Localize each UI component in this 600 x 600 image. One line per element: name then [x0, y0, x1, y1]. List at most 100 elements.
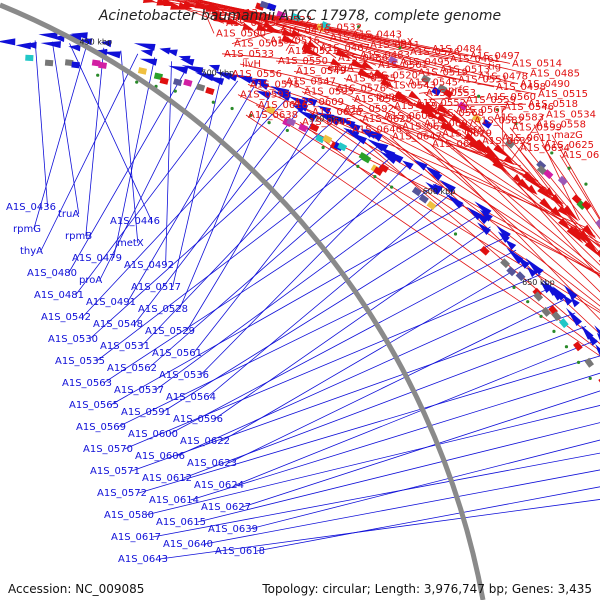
forward-gene-label: A1S_0516 [270, 36, 320, 47]
feature-block [571, 194, 582, 205]
reverse-connector [69, 43, 152, 222]
feature-block [315, 134, 325, 144]
gene-arrow [243, 14, 265, 26]
reverse-connector [152, 452, 600, 538]
gc-mark [357, 25, 361, 29]
feature-block [373, 166, 384, 176]
gene-arrow [255, 90, 272, 100]
forward-gene-label: A1S_0498 [496, 82, 546, 93]
forward-gene-label: A1S_0634 [520, 143, 570, 154]
feature-block [581, 200, 592, 211]
feature-tracks [0, 0, 600, 387]
reverse-connector [186, 113, 318, 332]
gene-arrow [479, 209, 493, 222]
gc-mark [567, 166, 571, 170]
reverse-connector [172, 75, 222, 288]
feature-block [504, 139, 515, 149]
gene-arrow [563, 284, 578, 300]
gene-arrow [296, 104, 309, 112]
gene-arrow [242, 23, 254, 30]
forward-connector [299, 121, 600, 352]
feature-block [443, 88, 454, 99]
reverse-connector [110, 204, 465, 406]
reverse-connector [249, 439, 600, 530]
forward-gene-label: A1S_0550 [278, 56, 328, 67]
reverse-gene-label: A1S_0643 [118, 554, 168, 565]
gene-arrow [436, 104, 453, 117]
forward-gene-label: A1S_0553 [426, 88, 476, 99]
reverse-connector [242, 390, 600, 508]
reverse-gene-label: A1S_0571 [90, 466, 140, 477]
reverse-connector [148, 154, 394, 369]
reverse-connector [169, 249, 517, 435]
reverse-connector [228, 299, 565, 464]
reverse-gene-label: A1S_0480 [27, 268, 77, 279]
forward-connector [275, 23, 519, 85]
forward-gene-label: A1S_0497 [470, 51, 520, 62]
gc-mark [588, 376, 592, 381]
forward-gene-label: A1S_0576 [336, 84, 386, 95]
forward-gene-label: tig [488, 61, 501, 72]
forward-gene-label: A1S_0549 [296, 66, 346, 77]
gene-arrow [562, 294, 573, 306]
feature-block [286, 117, 297, 127]
reverse-connector [183, 326, 587, 479]
reverse-gene-label: A1S_0479 [72, 253, 122, 264]
gene-arrow [257, 82, 269, 91]
feature-block [479, 245, 490, 256]
gene-arrow [302, 45, 324, 58]
reverse-connector [124, 274, 541, 450]
forward-gene-label: A1S_0599 [512, 123, 562, 134]
forward-gene-label: ihfA [464, 126, 484, 137]
genome-title: Acinetobacter baumannii ATCC 17978, comp… [98, 8, 502, 24]
gc-mark [135, 80, 139, 84]
kbp-tick-label: 650 kbp [522, 278, 555, 287]
gc-mark [477, 94, 481, 98]
feature-block [64, 59, 74, 67]
forward-gene-label: A1S_0495 [400, 57, 450, 68]
gene-arrow [330, 114, 347, 126]
forward-gene-label: A1S_0505 [234, 39, 284, 50]
feature-block [266, 2, 277, 12]
feature-block [595, 218, 600, 229]
reverse-connector [256, 486, 600, 552]
forward-gene-label: A1S_0611 [502, 133, 552, 144]
gene-arrow [425, 181, 442, 196]
gene-arrow [207, 3, 224, 11]
gene-arrow [361, 60, 375, 70]
reverse-gene-label: A1S_0569 [76, 422, 126, 433]
feature-block [584, 357, 595, 368]
gene-arrow [139, 58, 158, 66]
feature-block [431, 86, 442, 96]
gc-mark [539, 314, 543, 318]
feature-block [418, 194, 429, 204]
reverse-gene-label: A1S_0600 [128, 429, 178, 440]
forward-connector [479, 140, 600, 279]
gene-arrow [266, 24, 283, 34]
reverse-gene-label: rpmB [65, 231, 92, 242]
forward-gene-label: A1S_0608 [384, 111, 434, 122]
gene-arrow [594, 325, 600, 337]
forward-gene-label: A1S_0567 [456, 105, 506, 116]
feature-block [576, 200, 587, 211]
feature-block [411, 186, 422, 197]
feature-block [259, 0, 270, 9]
forward-gene-label: A1S_0575 [250, 79, 300, 90]
forward-gene-label: A1S_0583 [494, 112, 544, 123]
feature-block [361, 154, 372, 164]
forward-gene-label: A1S_0650 [432, 139, 482, 150]
gene-arrow [214, 71, 232, 80]
feature-block [173, 78, 183, 87]
gene-arrow [221, 73, 238, 82]
forward-gene-label: A1S_0566 [354, 94, 404, 105]
feature-block [557, 175, 568, 186]
forward-gene-label: A1S_0534 [546, 109, 596, 120]
reverse-connector [134, 106, 303, 325]
reverse-gene-label: A1S_0562 [107, 363, 157, 374]
forward-gene-label: A1S_0645 [302, 117, 352, 128]
feature-block [205, 86, 215, 96]
forward-gene-label: A1S_0595 [304, 87, 354, 98]
gc-mark [211, 100, 215, 104]
reverse-connector [103, 173, 423, 384]
gene-arrow [544, 187, 556, 198]
